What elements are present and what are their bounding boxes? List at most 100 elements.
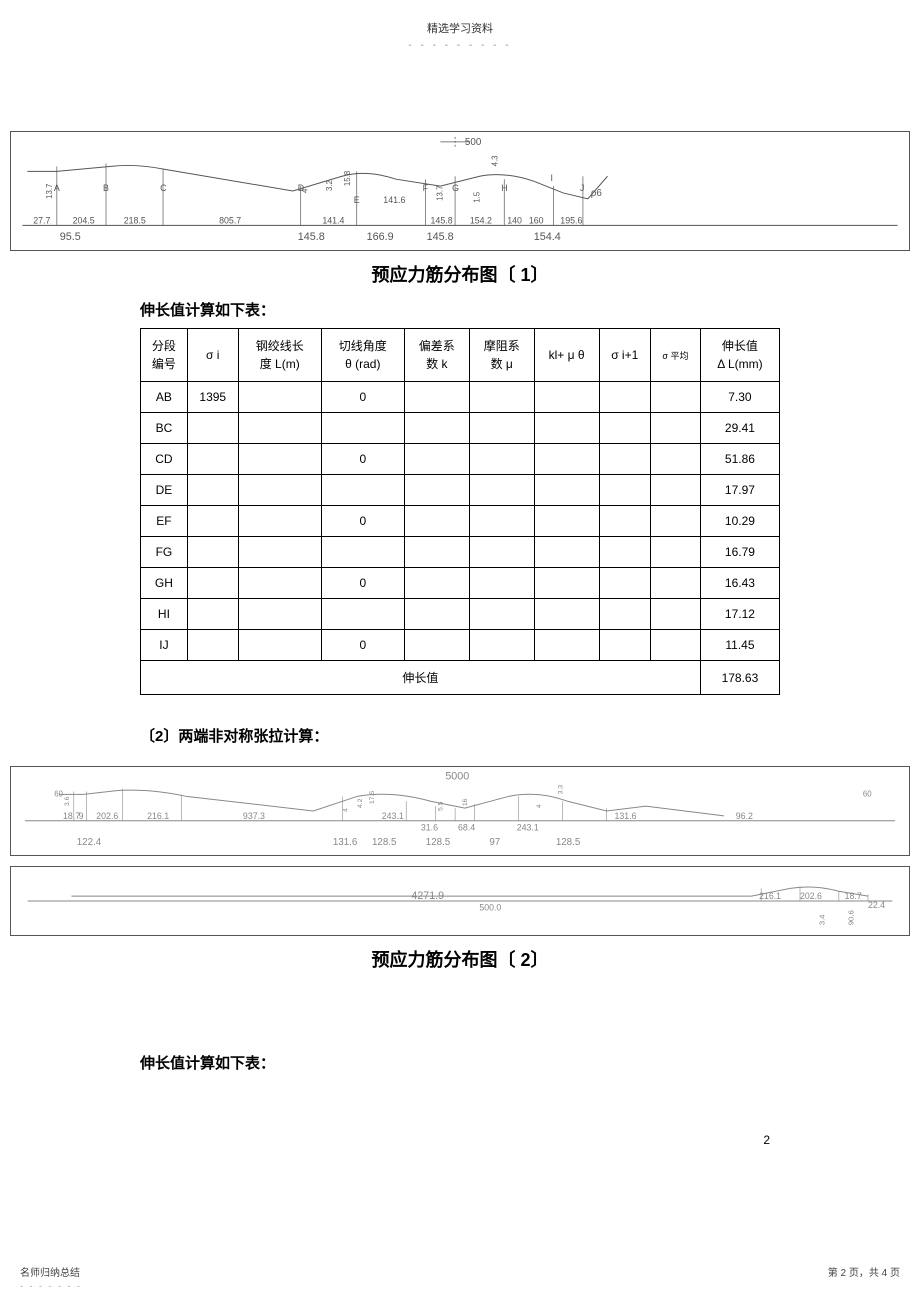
table-1: 分段编号 σ i 钢绞线长度 L(m) 切线角度θ (rad) 偏差系数 k 摩…: [140, 328, 780, 695]
diagram-2-bottom-svg: 4271.9 500.0 216.1 202.6 18.7 22.4 3.4 9…: [11, 867, 909, 935]
table-cell: [238, 444, 321, 475]
table-cell: [187, 568, 238, 599]
table-cell: [469, 506, 534, 537]
d1-dim-lm2: 145.8: [427, 231, 454, 243]
table-cell: [534, 506, 599, 537]
table-cell: [469, 568, 534, 599]
th-9: 伸长值Δ L(mm): [700, 329, 779, 382]
table-cell: [650, 413, 700, 444]
table-cell: [238, 568, 321, 599]
table-cell: 0: [321, 506, 404, 537]
table-cell: 16.43: [700, 568, 779, 599]
table-cell: [650, 382, 700, 413]
d2-anchor-right: 60: [863, 789, 872, 798]
d1-node-j: J: [580, 183, 584, 193]
d1-h0: 13.7: [45, 184, 54, 199]
d2-u1: 9: [79, 811, 84, 821]
d2-m4: 97: [489, 837, 500, 848]
d2-br0: 216.1: [759, 891, 781, 901]
d2-u2: 202.6: [96, 811, 118, 821]
table-cell: GH: [141, 568, 188, 599]
diagram-1-svg: 500 A B C D E F G H I J ρ6: [11, 132, 909, 250]
table-cell: [534, 568, 599, 599]
table-cell: [321, 475, 404, 506]
d1-rho: ρ6: [591, 188, 603, 199]
d2-brh1: 90.6: [846, 910, 855, 925]
d2-u5: 243.1: [382, 811, 404, 821]
d1-top-dim: 500: [465, 137, 482, 148]
d2-m1: 131.6: [333, 837, 357, 848]
table-cell: [650, 444, 700, 475]
diagram-2-bottom: 4271.9 500.0 216.1 202.6 18.7 22.4 3.4 9…: [10, 866, 910, 936]
table-cell: EF: [141, 506, 188, 537]
table-cell: 0: [321, 630, 404, 661]
table-cell: [404, 599, 469, 630]
d1-dim-lleft: 95.5: [60, 231, 81, 243]
table-cell: [534, 413, 599, 444]
d2-hl2: 4.2: [357, 798, 364, 808]
footer-left-dots: - - - - - - -: [20, 1281, 82, 1291]
d1-dim-u7: 154.2: [470, 215, 492, 225]
d2-hl1: 4: [343, 808, 350, 812]
diagram-2-top: 5000 60 60 18.7 9 202.6 216.1 937: [10, 766, 910, 856]
table-cell: [534, 599, 599, 630]
table-cell: [534, 444, 599, 475]
d1-h6: 4.3: [490, 155, 499, 167]
total-value: 178.63: [700, 661, 779, 695]
d1-node-e: E: [354, 195, 360, 205]
th-1: σ i: [187, 329, 238, 382]
table-row: BC29.41: [141, 413, 780, 444]
table-cell: DE: [141, 475, 188, 506]
d1-dim-u5: 141.6: [383, 195, 405, 205]
table-cell: [238, 630, 321, 661]
d1-node-i: I: [550, 173, 552, 183]
page-number: 2: [10, 1133, 770, 1147]
table-cell: [469, 630, 534, 661]
table-cell: [650, 475, 700, 506]
d1-node-h: H: [501, 183, 507, 193]
table-row: HI17.12: [141, 599, 780, 630]
table-cell: [650, 568, 700, 599]
table-cell: [599, 537, 650, 568]
th-8: σ 平均: [650, 329, 700, 382]
table-total-row: 伸长值 178.63: [141, 661, 780, 695]
table-row: CD051.86: [141, 444, 780, 475]
doc-header-dots: - - - - - - - - -: [10, 40, 910, 51]
table-cell: [321, 537, 404, 568]
d1-dim-lm3: 154.4: [534, 231, 561, 243]
table-cell: [469, 413, 534, 444]
d2-anchor-left: 60: [54, 789, 63, 798]
table-cell: [469, 537, 534, 568]
d2-u10: 96.2: [736, 811, 753, 821]
table-cell: [321, 599, 404, 630]
d2-m5: 128.5: [556, 837, 581, 848]
section-2-label: 〔2〕两端非对称张拉计算：: [140, 725, 910, 746]
table-cell: [469, 382, 534, 413]
table-cell: 0: [321, 444, 404, 475]
d1-node-c: C: [160, 183, 167, 193]
d2-u6: 31.6: [421, 823, 438, 833]
table-cell: [187, 475, 238, 506]
footer-left: 名师归纳总结: [20, 1264, 80, 1279]
diagram-2-top-svg: 5000 60 60 18.7 9 202.6 216.1 937: [11, 767, 909, 855]
table-cell: [534, 537, 599, 568]
table-cell: [599, 630, 650, 661]
table-cell: [650, 537, 700, 568]
caption-2: 预应力筋分布图〔 2〕: [10, 946, 910, 972]
d1-node-b: B: [103, 183, 109, 193]
th-4: 偏差系数 k: [404, 329, 469, 382]
d2-hl7: 3.3: [558, 785, 565, 795]
d2-hl0: 3.6: [64, 796, 71, 806]
table-cell: [321, 413, 404, 444]
table-cell: [650, 630, 700, 661]
table-cell: [187, 537, 238, 568]
table-cell: [599, 568, 650, 599]
table-cell: [238, 413, 321, 444]
table-cell: [599, 382, 650, 413]
d2-u0: 18.7: [63, 811, 80, 821]
table-row: GH016.43: [141, 568, 780, 599]
d2-m0: 122.4: [77, 837, 102, 848]
d1-dim-u0: 27.7: [33, 215, 50, 225]
table-cell: [404, 630, 469, 661]
d2-brh0: 3.4: [817, 914, 826, 925]
